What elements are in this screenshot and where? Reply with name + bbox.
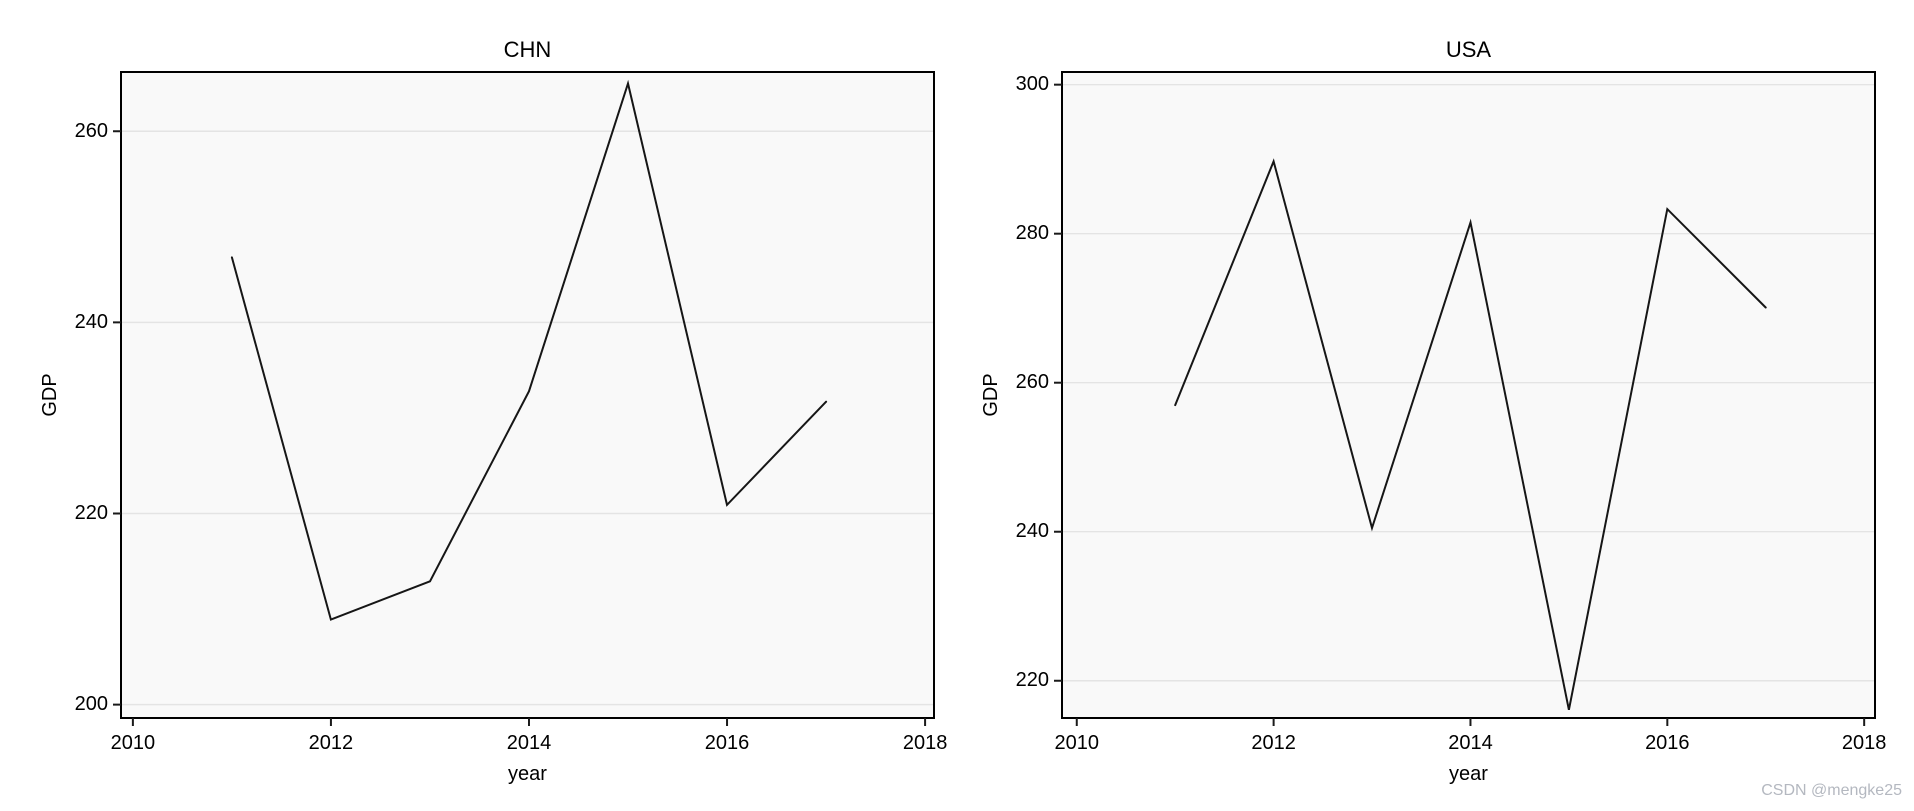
chart-title: CHN	[503, 37, 552, 62]
x-axis-label: year	[508, 762, 547, 785]
y-tick-label: 260	[1015, 371, 1049, 394]
series-line-chn	[230, 79, 828, 621]
plot-background	[1062, 71, 1875, 718]
x-tick-label: 2010	[110, 731, 156, 754]
x-axis-label: year	[1449, 762, 1488, 785]
x-tick-label: 2016	[1645, 731, 1690, 754]
x-tick-label: 2014	[506, 731, 552, 754]
series-line-usa	[1174, 157, 1767, 710]
y-tick-label: 220	[1015, 669, 1049, 692]
y-tick-label: 200	[74, 693, 108, 716]
chart-title: USA	[1445, 37, 1492, 62]
y-tick-label: 220	[74, 501, 108, 524]
y-tick-label: 260	[74, 119, 108, 142]
x-tick-label: 2018	[1841, 731, 1887, 754]
x-tick-label: 2014	[1448, 731, 1493, 754]
y-tick-label: 300	[1015, 73, 1049, 96]
x-tick-label: 2018	[902, 731, 948, 754]
x-tick-label: 2016	[704, 731, 750, 754]
y-tick-label: 280	[1015, 222, 1049, 245]
plot-frame	[1061, 70, 1876, 719]
x-tick-label: 2012	[1251, 731, 1296, 754]
plot-svg-chn	[113, 70, 935, 726]
x-tick-label: 2012	[308, 731, 354, 754]
x-tick-label: 2010	[1054, 731, 1100, 754]
y-tick-label: 240	[1015, 520, 1049, 543]
plot-frame	[120, 70, 935, 719]
plot-svg-usa	[1054, 70, 1876, 726]
y-axis-label: GDP	[980, 372, 1002, 417]
watermark-text: CSDN @mengke25	[1761, 782, 1902, 799]
y-tick-label: 240	[74, 310, 108, 333]
